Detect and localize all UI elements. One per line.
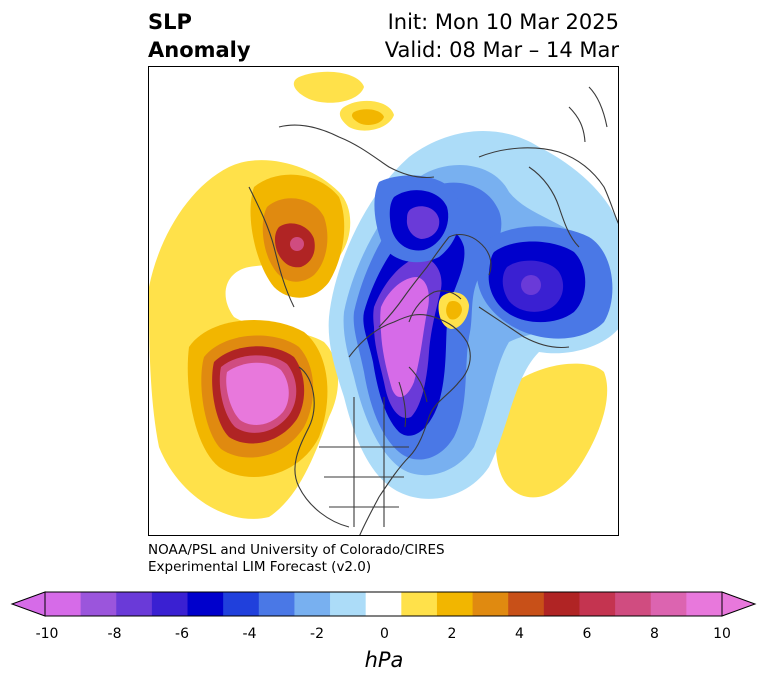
title-variable-line2: Anomaly bbox=[148, 38, 251, 62]
negative-anomaly-europe-center bbox=[521, 275, 541, 295]
colorbar-swatch bbox=[116, 592, 153, 616]
colorbar-swatch bbox=[401, 592, 438, 616]
map-subtitle: Init: Mon 10 Mar 2025 Valid: 08 Mar – 14… bbox=[385, 8, 619, 64]
credit-line-2: Experimental LIM Forecast (v2.0) bbox=[148, 559, 372, 575]
colorbar-swatch bbox=[294, 592, 331, 616]
colorbar-swatch bbox=[615, 592, 652, 616]
colorbar-outline bbox=[44, 591, 723, 617]
colorbar-swatch bbox=[686, 592, 723, 616]
map-title: SLP Anomaly bbox=[148, 8, 251, 64]
credit-text: NOAA/PSL and University of Colorado/CIRE… bbox=[148, 542, 445, 576]
colorbar-tick-label: -10 bbox=[35, 626, 59, 642]
colorbar-swatch bbox=[80, 592, 117, 616]
colorbar-tick-labels: -10 -8 -6 -4 -2 0 2 4 6 8 10 bbox=[0, 626, 768, 648]
colorbar-tick-label: -8 bbox=[107, 626, 122, 642]
colorbar-swatch bbox=[365, 592, 402, 616]
init-date-label: Init: Mon 10 Mar 2025 bbox=[387, 10, 619, 34]
colorbar-tick-label: 2 bbox=[447, 626, 457, 642]
colorbar-swatch bbox=[650, 592, 687, 616]
coastlines bbox=[248, 86, 618, 535]
colorbar-low-extension bbox=[10, 591, 46, 617]
colorbar-tick-label: -6 bbox=[175, 626, 189, 642]
anomaly-map bbox=[148, 66, 619, 536]
positive-anomaly-pacific-10 bbox=[226, 362, 289, 425]
colorbar-swatch bbox=[151, 592, 189, 616]
positive-anomaly-asia-core bbox=[290, 237, 304, 251]
colorbar-unit-label: hPa bbox=[364, 648, 404, 672]
colorbar-tick-label: -2 bbox=[310, 626, 324, 642]
positive-anomaly-north-3 bbox=[351, 109, 384, 125]
colorbar-swatch bbox=[187, 592, 224, 616]
colorbar-swatch bbox=[223, 592, 260, 616]
positive-anomaly-atlantic bbox=[495, 363, 608, 498]
colorbar-swatches bbox=[45, 592, 723, 616]
title-variable-line1: SLP bbox=[148, 10, 192, 34]
credit-line-1: NOAA/PSL and University of Colorado/CIRE… bbox=[148, 542, 445, 558]
colorbar-swatch bbox=[579, 592, 616, 616]
colorbar-swatch bbox=[258, 592, 295, 616]
positive-anomaly-north-1 bbox=[293, 71, 364, 103]
colorbar-tick-label: 0 bbox=[380, 626, 389, 642]
colorbar-tick-label: 8 bbox=[650, 626, 659, 642]
colorbar-tick-label: 10 bbox=[713, 626, 731, 642]
colorbar-swatch bbox=[45, 592, 82, 616]
colorbar-tick-label: 6 bbox=[582, 626, 592, 642]
colorbar-tick-label: -4 bbox=[242, 626, 257, 642]
colorbar-high-extension bbox=[721, 591, 757, 617]
negative-anomaly-arctic-core bbox=[406, 206, 440, 239]
valid-date-label: Valid: 08 Mar – 14 Mar bbox=[384, 38, 619, 62]
colorbar-swatch bbox=[330, 592, 367, 616]
colorbar-swatch bbox=[436, 592, 474, 616]
colorbar-swatch bbox=[472, 592, 509, 616]
colorbar-tick-label: 4 bbox=[515, 626, 524, 642]
anomaly-map-canvas bbox=[149, 71, 618, 535]
colorbar-swatch bbox=[543, 592, 580, 616]
positive-anomaly-greenland-core bbox=[446, 300, 462, 320]
colorbar bbox=[10, 591, 757, 617]
colorbar-swatch bbox=[508, 592, 545, 616]
